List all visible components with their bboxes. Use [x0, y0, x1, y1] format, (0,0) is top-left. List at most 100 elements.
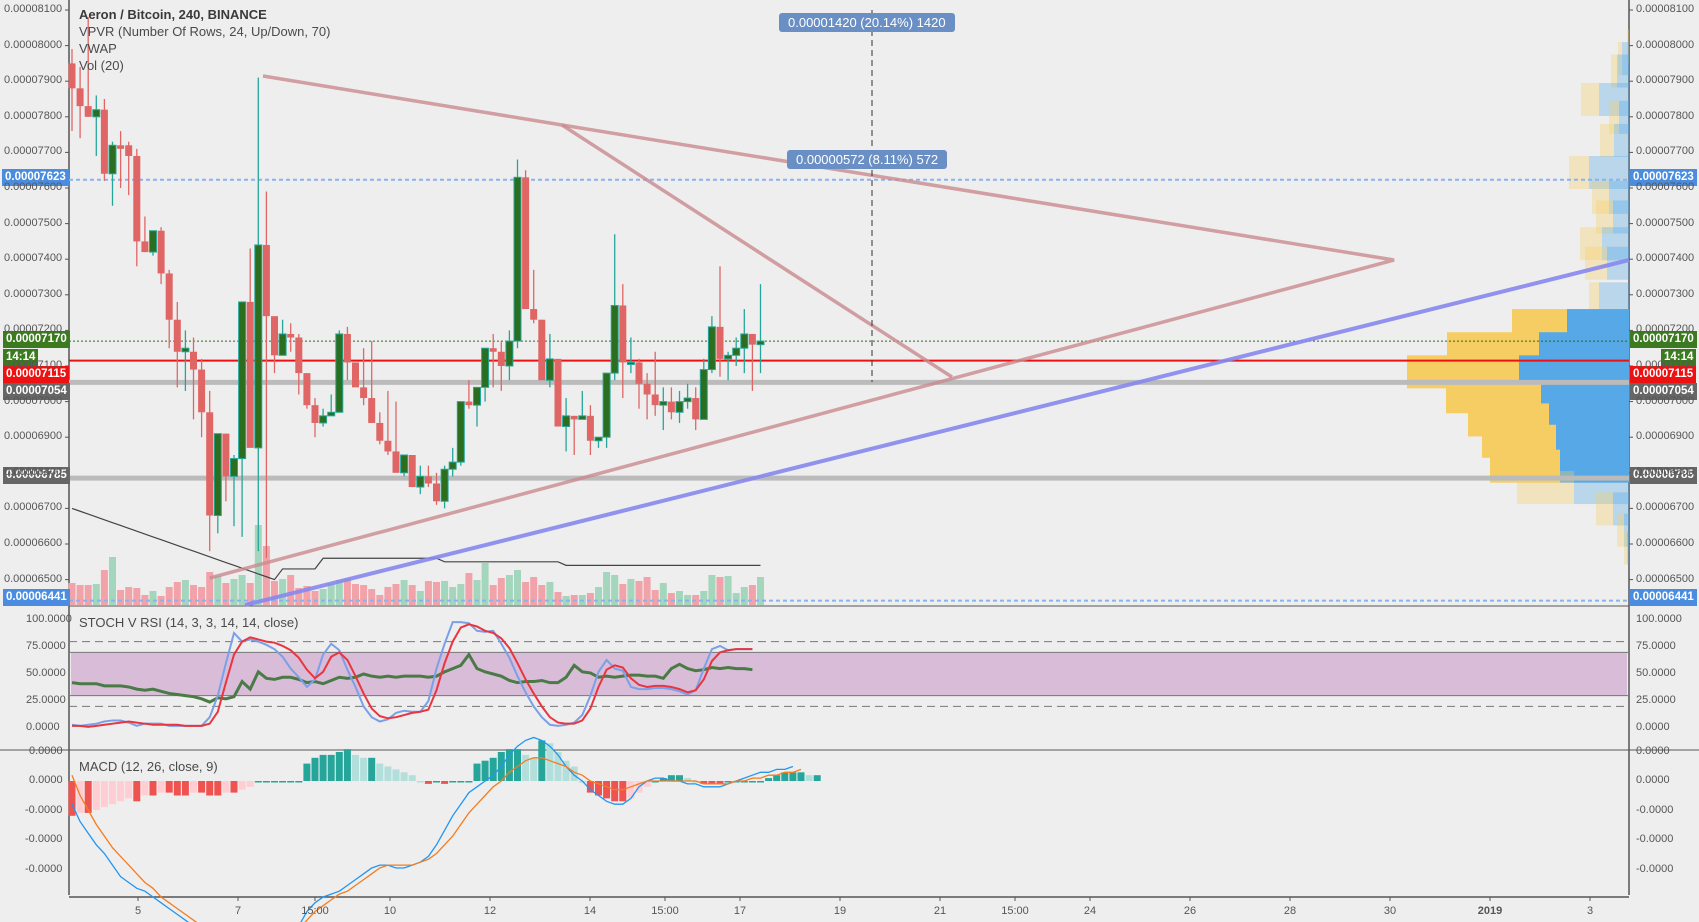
- macd-histogram-bar: [449, 781, 457, 783]
- right-price-tick: 0.00007600: [1636, 181, 1695, 193]
- macd-histogram-bar: [651, 781, 659, 783]
- symbol-title[interactable]: Aeron / Bitcoin, 240, BINANCE: [79, 7, 267, 22]
- volume-bar: [433, 582, 440, 605]
- candle-bull: [327, 411, 336, 417]
- macd-histogram-bar: [765, 778, 773, 781]
- candle-bear: [522, 177, 530, 310]
- vpvr-up-bar: [1589, 282, 1599, 316]
- macd-histogram-bar: [109, 781, 116, 805]
- volume-bar: [352, 584, 359, 605]
- candle-bear: [360, 387, 368, 399]
- macd-axis-tick: 0.0000: [29, 745, 63, 757]
- candle-bull: [473, 386, 481, 406]
- candle-bull: [319, 415, 328, 424]
- candle-bear: [392, 451, 400, 473]
- candle-bear: [651, 394, 659, 406]
- volume-bar: [716, 577, 724, 605]
- volume-bar: [246, 583, 254, 605]
- volume-bar: [214, 576, 222, 605]
- macd-histogram-bar: [570, 766, 578, 781]
- vpvr-down-bar: [1622, 42, 1629, 76]
- volume-bar: [595, 587, 602, 605]
- macd-axis-tick-right: -0.0000: [1636, 833, 1674, 845]
- candle-bear: [287, 333, 295, 338]
- measurement-label-bottom: 0.00000572 (8.11%) 572: [787, 150, 948, 169]
- volume-bar: [392, 584, 400, 605]
- candle-bear: [133, 155, 141, 242]
- candle-bull: [699, 369, 708, 420]
- vpvr-up-bar: [1627, 29, 1629, 63]
- volume-bar: [530, 577, 538, 605]
- macd-histogram-bar: [441, 781, 449, 784]
- right-price-tick: 0.00007700: [1636, 145, 1695, 158]
- volume-bar: [635, 581, 643, 605]
- last-price-tag-right: 0.00007170: [1630, 331, 1697, 348]
- left-price-tick: 0.00006800: [4, 465, 63, 478]
- volume-bar: [190, 585, 197, 605]
- candle-bull: [400, 454, 409, 474]
- macd-histogram-bar: [303, 763, 311, 781]
- left-price-tick: 0.00008000: [4, 38, 63, 51]
- vpvr-up-bar: [1592, 180, 1609, 214]
- candle-bull: [335, 333, 344, 413]
- macd-title[interactable]: MACD (12, 26, close, 9): [79, 759, 218, 774]
- macd-histogram-bar: [254, 781, 262, 783]
- macd-histogram-bar: [279, 781, 287, 783]
- volume-bar: [360, 585, 368, 605]
- candle-bull: [238, 301, 247, 460]
- right-price-tick: 0.00008100: [1636, 3, 1695, 15]
- price-tag-gray-upper-right: 0.00007054: [1630, 383, 1697, 400]
- right-price-tick: 0.00007400: [1636, 252, 1695, 265]
- stoch-pane-legend: STOCH V RSI (14, 3, 3, 14, 14, close): [79, 614, 298, 631]
- time-tick-label: 15:00: [301, 905, 329, 917]
- left-price-tick: 0.00007600: [4, 181, 63, 193]
- volume-bar: [514, 570, 521, 605]
- time-tick-label: 10: [383, 905, 397, 917]
- macd-histogram-bar: [676, 775, 683, 781]
- vpvr-down-bar: [1613, 492, 1629, 526]
- macd-axis-tick: -0.0000: [25, 804, 63, 816]
- macd-histogram-bar: [262, 781, 270, 783]
- candle-bear: [635, 362, 643, 384]
- volume-bar: [748, 585, 756, 605]
- macd-histogram-bar: [724, 781, 732, 783]
- macd-histogram-bar: [360, 757, 368, 781]
- indicator-vwap-label[interactable]: VWAP: [79, 41, 117, 56]
- left-price-tick: 0.00007900: [4, 74, 63, 87]
- macd-histogram-bar: [368, 757, 376, 781]
- candle-bear: [465, 401, 473, 406]
- volume-bar: [149, 591, 157, 605]
- indicator-volume-label[interactable]: Vol (20): [79, 58, 124, 73]
- time-tick-label: 17: [733, 905, 747, 917]
- macd-histogram-bar: [781, 772, 789, 781]
- main-pane-legend: Aeron / Bitcoin, 240, BINANCE VPVR (Numb…: [79, 6, 330, 74]
- macd-histogram-bar: [692, 781, 700, 783]
- macd-histogram-bar: [173, 781, 181, 796]
- candle-bear: [190, 351, 197, 370]
- volume-bar: [676, 591, 683, 605]
- candle-bull: [230, 458, 238, 477]
- stoch-axis-tick-right: 100.0000: [1636, 613, 1682, 625]
- volume-bar: [659, 583, 667, 605]
- volume-bar: [700, 591, 708, 605]
- right-price-tick: 0.00006500: [1636, 572, 1695, 585]
- volume-bar: [230, 579, 238, 605]
- candle-bull: [456, 401, 465, 463]
- macd-histogram-bar: [546, 743, 554, 781]
- macd-histogram-bar: [408, 775, 416, 781]
- volume-bar: [740, 587, 748, 605]
- vpvr-down-bar: [1627, 531, 1629, 565]
- right-price-tick: 0.00007300: [1636, 287, 1695, 300]
- macd-histogram-bar: [659, 778, 667, 781]
- volume-bar: [287, 575, 295, 605]
- candle-bear: [433, 483, 440, 502]
- macd-histogram-bar: [595, 781, 602, 796]
- macd-histogram-bar: [700, 781, 708, 784]
- indicator-vpvr-label[interactable]: VPVR (Number Of Rows, 24, Up/Down, 70): [79, 24, 331, 39]
- macd-histogram-bar: [295, 781, 303, 783]
- stoch-rsi-title[interactable]: STOCH V RSI (14, 3, 3, 14, 14, close): [79, 615, 299, 630]
- macd-histogram-bar: [473, 763, 481, 781]
- vpvr-up-bar: [1581, 83, 1599, 116]
- vpvr-down-bar: [1599, 83, 1629, 116]
